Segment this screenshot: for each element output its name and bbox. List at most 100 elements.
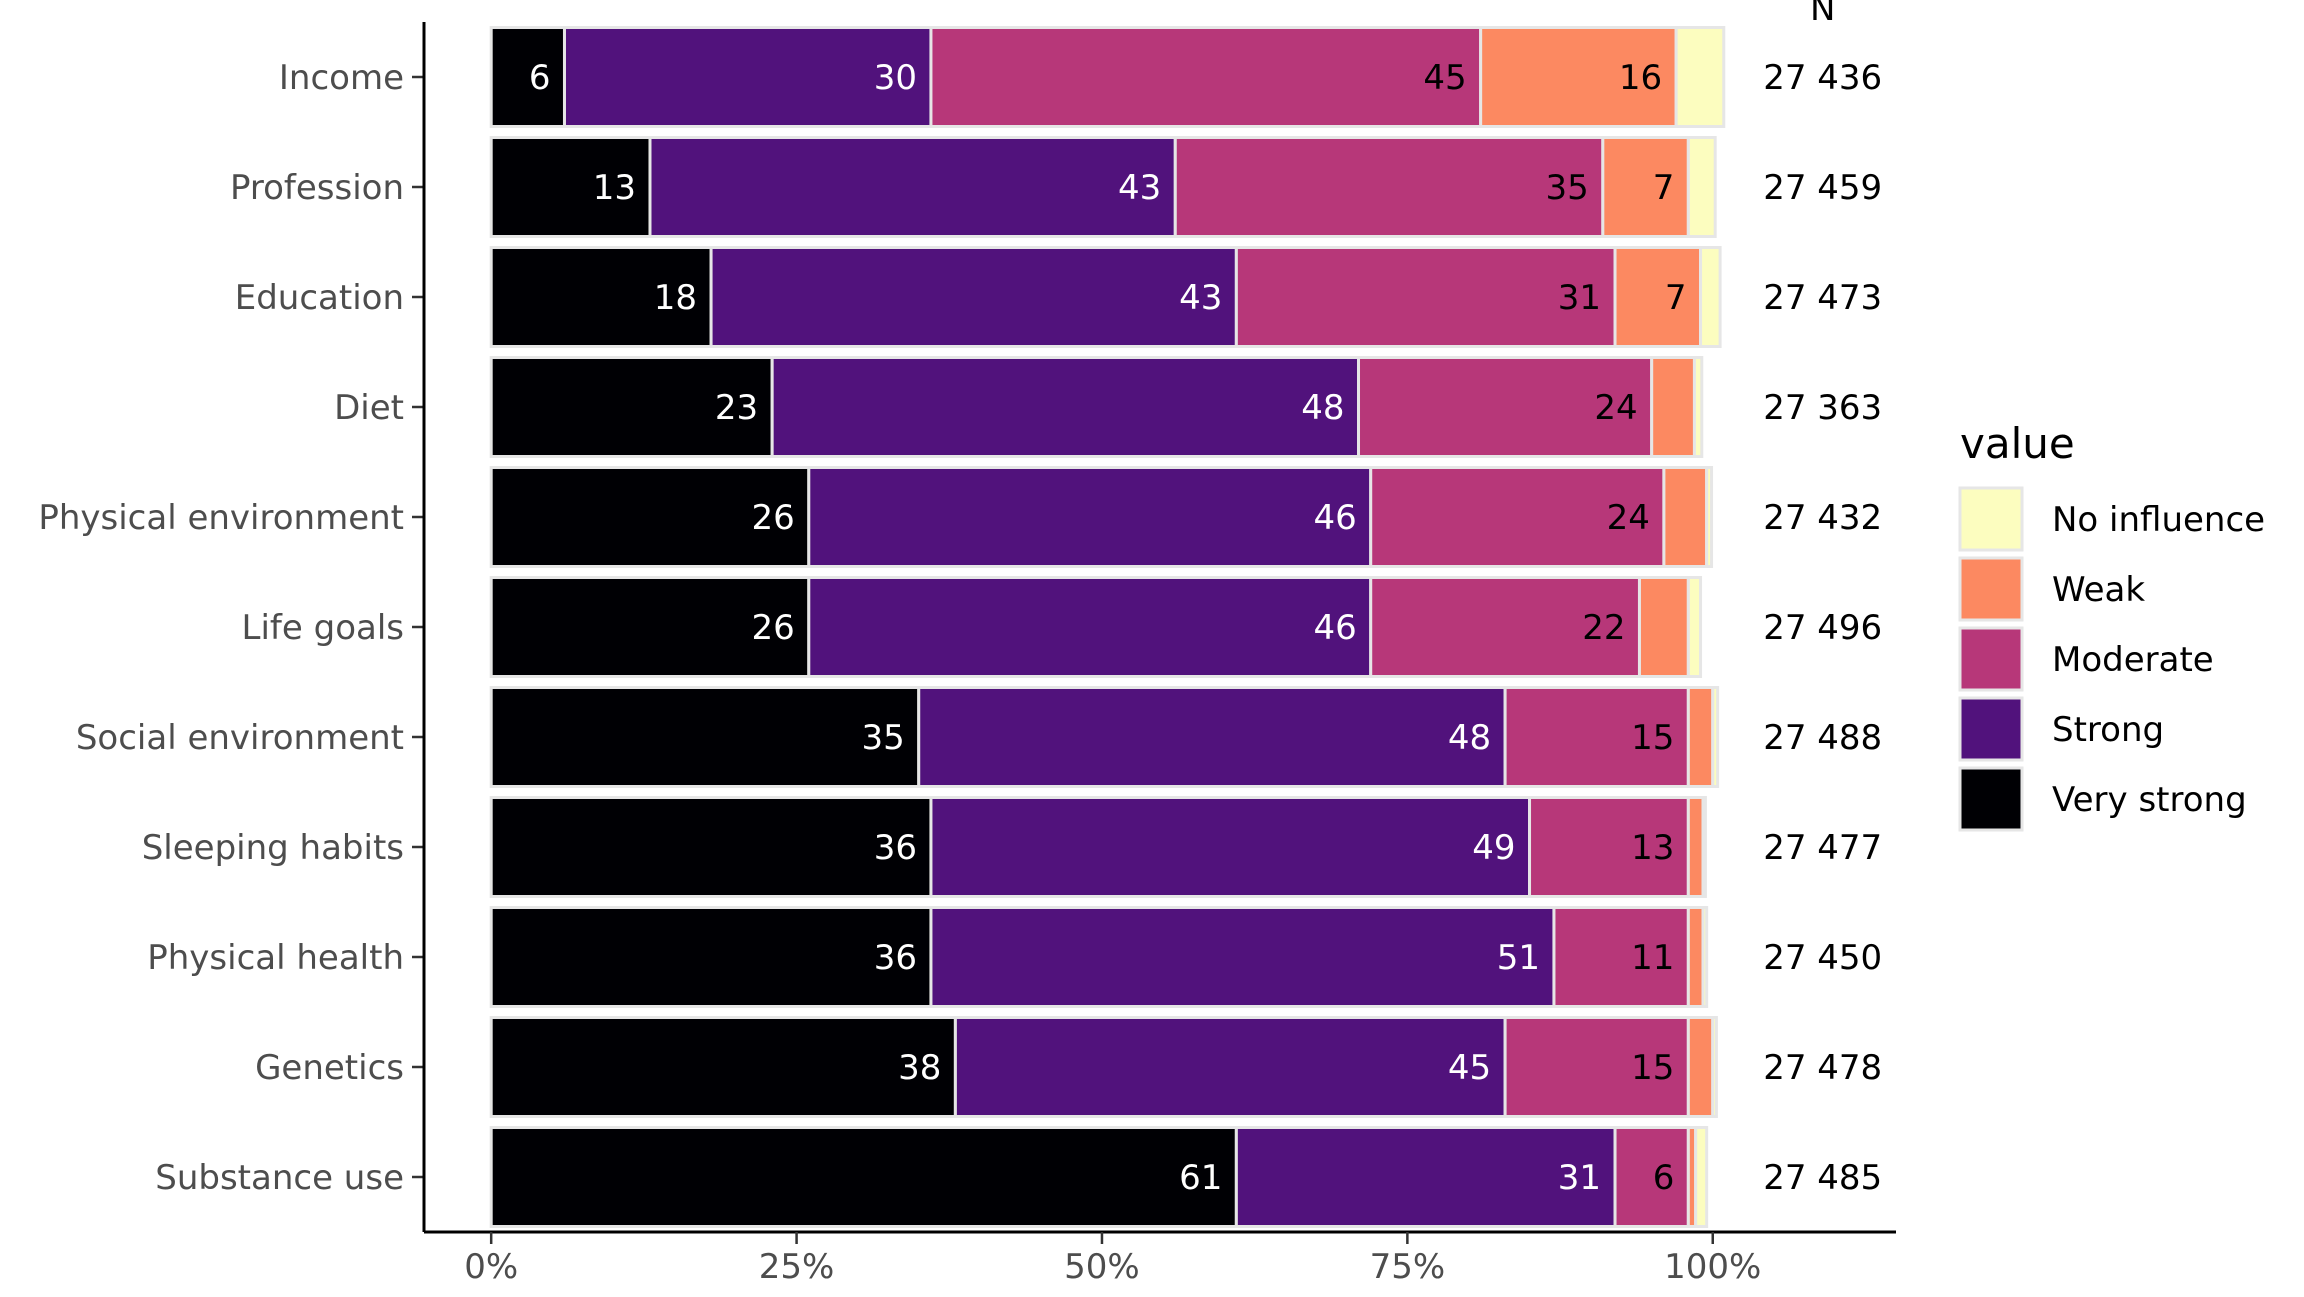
bar-income-moderate (929, 26, 1483, 128)
legend-label-weak: Weak (2052, 570, 2145, 610)
data-label-income-moderate: 45 (1423, 58, 1466, 98)
legend-key-no-influence (1958, 486, 2024, 552)
legend-key-moderate (1958, 626, 2024, 692)
n-value-education: 27 473 (1763, 278, 1882, 318)
bar-diet-weak (1650, 356, 1696, 458)
data-label-substance-use-very-strong: 61 (1179, 1158, 1222, 1198)
bar-physical-health-moderate (1552, 906, 1690, 1008)
bar-social-environment-weak (1686, 686, 1715, 788)
bar-substance-use-very-strong (489, 1126, 1238, 1228)
bar-income-weak (1479, 26, 1678, 128)
bar-education-weak (1613, 246, 1703, 348)
data-label-physical-environment-strong: 46 (1313, 498, 1356, 538)
bar-social-environment-strong (917, 686, 1507, 788)
bar-substance-use-no-influence (1694, 1126, 1709, 1228)
data-label-profession-strong: 43 (1118, 168, 1161, 208)
data-label-substance-use-moderate: 6 (1653, 1158, 1675, 1198)
x-tick-label-50: 50% (1064, 1247, 1140, 1287)
bar-life-goals-very-strong (489, 576, 811, 678)
bar-physical-health-very-strong (489, 906, 933, 1008)
legend-label-no-influence: No influence (2052, 500, 2265, 540)
data-label-substance-use-strong: 31 (1558, 1158, 1601, 1198)
bar-sleeping-habits-strong (929, 796, 1532, 898)
bar-life-goals-no-influence (1686, 576, 1703, 678)
n-value-physical-environment: 27 432 (1763, 498, 1882, 538)
legend-title: value (1960, 419, 2075, 468)
data-label-profession-very-strong: 13 (593, 168, 636, 208)
n-value-life-goals: 27 496 (1763, 608, 1882, 648)
data-label-life-goals-very-strong: 26 (752, 608, 795, 648)
bar-social-environment-very-strong (489, 686, 921, 788)
legend-key-very-strong (1958, 766, 2024, 832)
y-tick-label-life-goals: Life goals (242, 608, 404, 648)
bar-diet-no-influence (1692, 356, 1704, 458)
bar-physical-health-weak (1686, 906, 1705, 1008)
legend-key-weak (1958, 556, 2024, 622)
data-label-education-strong: 43 (1179, 278, 1222, 318)
data-label-physical-environment-moderate: 24 (1607, 498, 1650, 538)
bar-physical-environment-moderate (1369, 466, 1666, 568)
y-tick-label-diet: Diet (334, 388, 404, 428)
bar-life-goals-moderate (1369, 576, 1641, 678)
data-label-income-strong: 30 (874, 58, 917, 98)
bar-substance-use-strong (1234, 1126, 1617, 1228)
bar-physical-environment-weak (1662, 466, 1709, 568)
bar-life-goals-weak (1637, 576, 1690, 678)
bar-income-no-influence (1674, 26, 1726, 128)
x-tick-label-100: 100% (1664, 1247, 1761, 1287)
data-label-genetics-strong: 45 (1448, 1048, 1491, 1088)
data-label-income-weak: 16 (1619, 58, 1662, 98)
bar-social-environment-no-influence (1711, 686, 1720, 788)
data-label-sleeping-habits-very-strong: 36 (874, 828, 917, 868)
n-column: 27 436 27 459 27 473 27 363 27 432 27 496 27 4… (1763, 0, 1882, 1198)
data-label-education-very-strong: 18 (654, 278, 697, 318)
bar-income-very-strong (489, 26, 566, 128)
data-label-social-environment-moderate: 15 (1631, 718, 1674, 758)
data-label-sleeping-habits-moderate: 13 (1631, 828, 1674, 868)
data-label-diet-very-strong: 23 (715, 388, 758, 428)
bar-profession-very-strong (489, 136, 652, 238)
bar-life-goals-strong (807, 576, 1373, 678)
legend: value No influence Weak Moderate Strong Very … (1958, 419, 2265, 832)
bar-education-strong (709, 246, 1238, 348)
n-value-diet: 27 363 (1763, 388, 1882, 428)
x-tick-label-75: 75% (1370, 1247, 1446, 1287)
bar-substance-use-moderate (1613, 1126, 1690, 1228)
data-labels-layer: 6 30 45 16 13 43 35 7 18 43 31 7 23 48 24 26 46 24 26 46 22 3… (529, 58, 1687, 1198)
n-value-physical-health: 27 450 (1763, 938, 1882, 978)
data-label-life-goals-moderate: 22 (1582, 608, 1625, 648)
n-column-header: N (1810, 0, 1835, 29)
data-label-income-very-strong: 6 (529, 58, 551, 98)
bar-income-strong (562, 26, 933, 128)
y-tick-label-genetics: Genetics (255, 1048, 404, 1088)
y-tick-label-education: Education (235, 278, 404, 318)
legend-label-moderate: Moderate (2052, 640, 2214, 680)
n-value-profession: 27 459 (1763, 168, 1882, 208)
bar-profession-no-influence (1686, 136, 1717, 238)
data-label-social-environment-strong: 48 (1448, 718, 1491, 758)
data-label-physical-health-very-strong: 36 (874, 938, 917, 978)
data-label-social-environment-very-strong: 35 (861, 718, 904, 758)
data-label-physical-health-strong: 51 (1497, 938, 1540, 978)
bar-profession-strong (648, 136, 1177, 238)
data-label-profession-moderate: 35 (1546, 168, 1589, 208)
bar-physical-health-no-influence (1701, 906, 1709, 1008)
data-label-sleeping-habits-strong: 49 (1472, 828, 1515, 868)
bar-sleeping-habits-no-influence (1701, 796, 1707, 898)
axes-layer: Income Profession Education Diet Physical en… (38, 22, 1896, 1287)
n-value-substance-use: 27 485 (1763, 1158, 1882, 1198)
bar-education-moderate (1234, 246, 1617, 348)
y-tick-label-substance-use: Substance use (155, 1158, 404, 1198)
legend-label-very-strong: Very strong (2052, 780, 2247, 820)
bar-genetics-very-strong (489, 1016, 957, 1118)
y-tick-label-profession: Profession (230, 168, 404, 208)
y-tick-label-sleeping-habits: Sleeping habits (142, 828, 404, 868)
bar-education-very-strong (489, 246, 713, 348)
bar-sleeping-habits-moderate (1528, 796, 1690, 898)
bar-sleeping-habits-very-strong (489, 796, 933, 898)
data-label-genetics-very-strong: 38 (898, 1048, 941, 1088)
y-tick-label-income: Income (279, 58, 404, 98)
bar-genetics-strong (953, 1016, 1507, 1118)
data-label-genetics-moderate: 15 (1631, 1048, 1674, 1088)
